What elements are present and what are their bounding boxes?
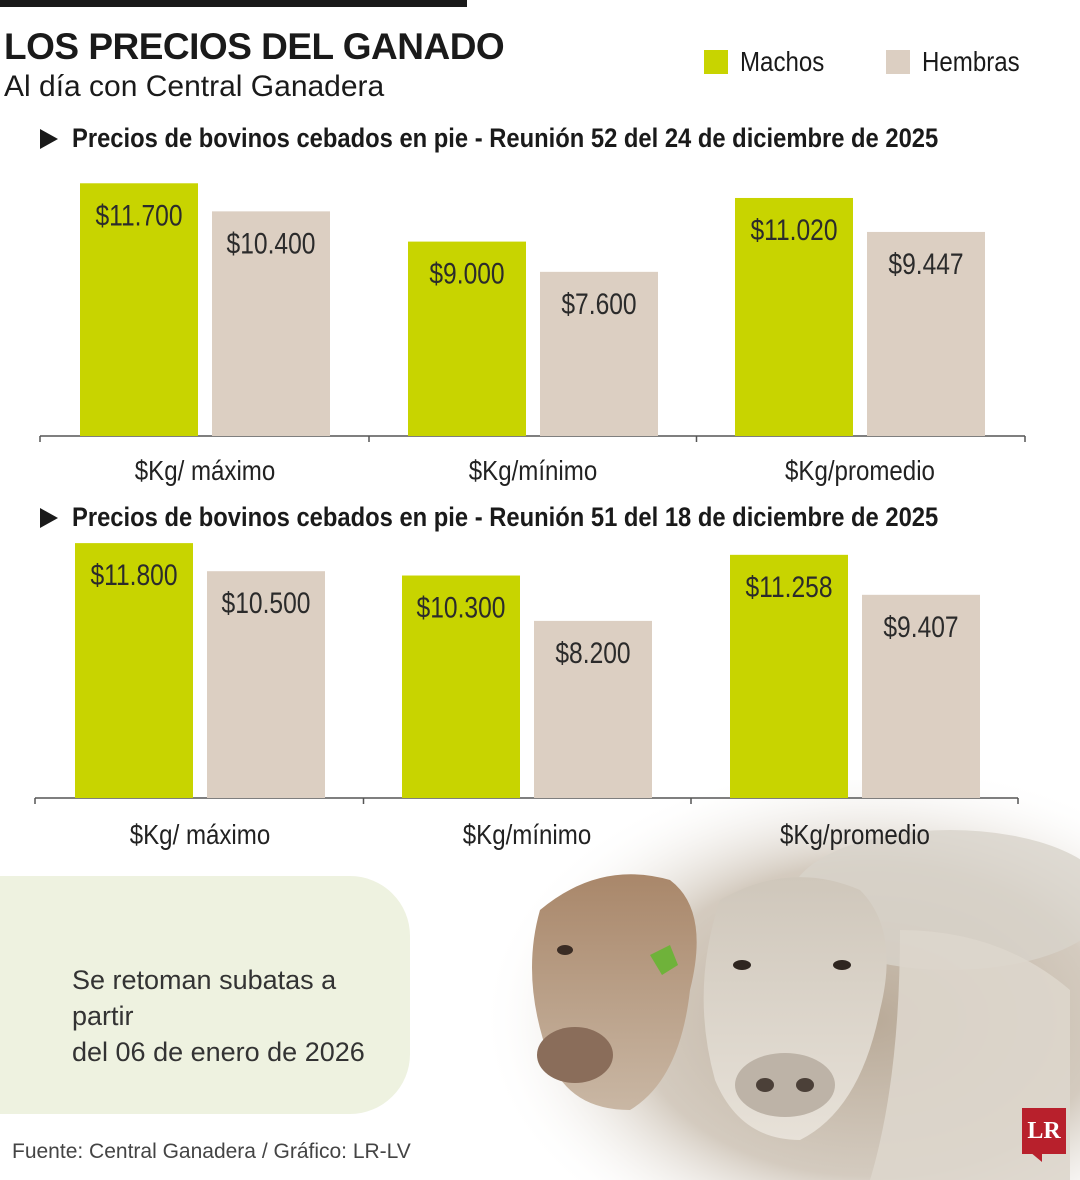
lr-logo-tail [1030, 1152, 1042, 1162]
legend-label-machos: Machos [740, 46, 825, 77]
bar-value-label: $10.500 [222, 586, 311, 620]
lr-logo: LR [1022, 1108, 1066, 1154]
category-label: $Kg/mínimo [469, 454, 597, 486]
bar-hembras [534, 620, 652, 798]
play-icon [40, 507, 58, 528]
bar-hembras [862, 594, 980, 798]
notice-line-2: del 06 de enero de 2026 [72, 1037, 365, 1067]
bar-value-label: $8.200 [555, 636, 630, 670]
bar-machos [80, 183, 198, 436]
bar-hembras [212, 211, 330, 436]
bar-value-label: $9.447 [888, 247, 963, 281]
chart-2-heading: Precios de bovinos cebados en pie - Reun… [40, 502, 1056, 533]
chart-2: $11.800 $10.500 $Kg/ máximo $10.300 $8.200 $K… [34, 543, 1019, 850]
category-label: $Kg/mínimo [463, 818, 591, 850]
bar-machos [75, 543, 193, 798]
category-label: $Kg/ máximo [130, 818, 271, 850]
bar-value-label: $10.400 [227, 226, 316, 260]
bar-value-label: $10.300 [417, 590, 506, 624]
source-note: Fuente: Central Ganadera / Gráfico: LR-L… [12, 1140, 411, 1163]
bar-value-label: $11.258 [745, 569, 832, 603]
play-icon [40, 128, 58, 149]
legend-label-hembras: Hembras [922, 46, 1020, 77]
chart-1: $11.700 $10.400 $Kg/ máximo $9.000 $7.600 $Kg… [39, 183, 1026, 486]
bar-machos [735, 197, 853, 436]
legend-swatch-machos [704, 50, 728, 74]
legend-machos: Machos [704, 46, 838, 78]
bar-machos [730, 554, 848, 798]
chart-2-title: Precios de bovinos cebados en pie - Reun… [72, 502, 939, 532]
bar-machos [408, 241, 526, 436]
category-label: $Kg/ máximo [135, 454, 276, 486]
notice-text: Se retoman subatas a partir del 06 de en… [72, 962, 402, 1070]
cattle-photo [480, 780, 1080, 1180]
notice-line-1: Se retoman subatas a partir [72, 965, 337, 1031]
bar-value-label: $11.020 [750, 213, 837, 247]
notice-box [0, 876, 410, 1114]
bar-hembras [207, 571, 325, 798]
page-title: LOS PRECIOS DEL GANADO [4, 26, 505, 67]
bar-value-label: $9.000 [429, 256, 504, 290]
legend-hembras: Hembras [886, 46, 1036, 78]
legend-swatch-hembras [886, 50, 910, 74]
bar-hembras [540, 271, 658, 436]
bar-value-label: $11.800 [90, 558, 177, 592]
bar-value-label: $11.700 [95, 198, 182, 232]
page-subtitle: Al día con Central Ganadera [4, 70, 385, 103]
category-label: $Kg/promedio [780, 818, 930, 850]
chart-1-title: Precios de bovinos cebados en pie - Reun… [72, 123, 939, 153]
bar-hembras [867, 231, 985, 436]
bar-machos [402, 575, 520, 798]
category-label: $Kg/promedio [785, 454, 935, 486]
top-rule [0, 0, 467, 7]
bar-value-label: $9.407 [883, 609, 958, 643]
bar-value-label: $7.600 [561, 287, 636, 321]
chart-1-heading: Precios de bovinos cebados en pie - Reun… [40, 123, 1056, 154]
